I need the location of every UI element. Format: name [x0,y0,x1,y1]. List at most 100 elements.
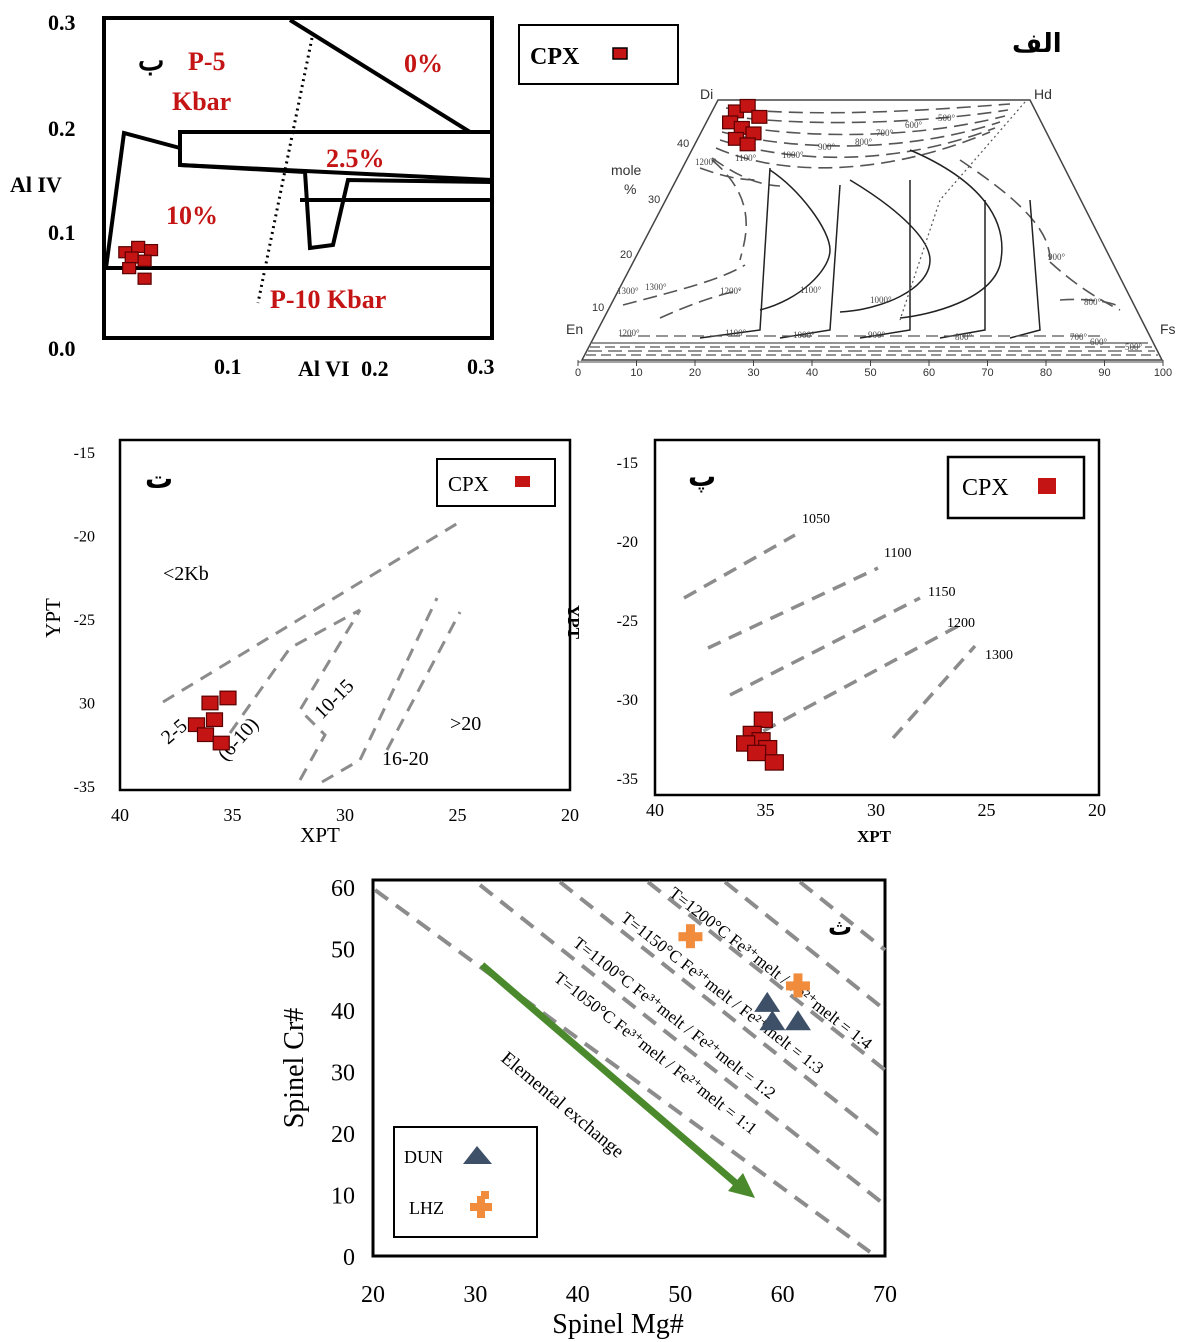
tick-label: -25 [74,612,95,629]
axis-label: % [624,181,636,197]
corner-label: En [566,321,583,337]
panel-letter: ث [828,914,852,941]
tick-label: 20 [361,1282,385,1308]
tick-label: 30 [747,367,759,379]
corner-label: Hd [1034,86,1052,102]
field-label: >20 [450,713,481,735]
bottom-isotherms [586,335,1158,356]
cpx-points [187,690,237,751]
dun-point [784,1010,811,1031]
cpx-point [205,712,224,728]
y-axis-label: YPT [564,605,583,640]
isotherm-label: 1200° [695,157,717,167]
cpx-points [721,98,768,152]
tick-label: 60 [331,876,355,902]
x-tick-labels: 20 30 40 50 60 70 [361,1282,897,1308]
x-axis-label: Al VI 0.2 [298,356,389,381]
y-tick-label: 30 [648,194,660,206]
isotherm-label: 700° [1070,332,1088,342]
tick-label: -30 [617,692,638,709]
isotherm-label: 800° [855,137,873,147]
solidus-lines [699,149,1041,339]
corner-label: Fs [1160,321,1176,337]
cpx-points [736,711,784,771]
tick-label: 10 [630,367,642,379]
tick-label: -35 [74,779,95,796]
tick-label: 20 [561,805,579,825]
isotherm-label: 700° [876,128,894,138]
isotherm-label: 1300° [617,286,639,296]
isotherm-label: 1100° [735,153,757,163]
y-tick-label: 0.2 [48,116,76,141]
isotherm-label: 1200° [618,328,640,338]
legend-marker-triangle-icon [463,1146,492,1164]
tick-label: 20 [689,367,701,379]
tick-label: -20 [617,534,638,551]
legend-label: CPX [448,472,489,496]
y-axis-label: Al IV [10,172,62,197]
tick-label: 40 [646,800,664,820]
legend-box [393,1126,538,1238]
tick-label: 40 [806,367,818,379]
temperature-dashed-lines [373,880,887,1254]
legend-marker [1038,478,1056,494]
tick-label: 80 [1040,367,1052,379]
isotherm-label: 600° [905,120,923,130]
x-axis-label: XPT [857,827,892,846]
cpx-point [739,137,756,152]
field-label: 2-5 [157,715,192,749]
tick-label: 30 [867,800,885,820]
tick-label: 20 [331,1122,355,1148]
x-tick-labels: 40 35 30 25 20 [111,805,579,825]
y-tick-label: 10 [592,302,604,314]
isotherm-label: 1100 [884,546,911,561]
tick-label: 10 [331,1184,355,1210]
cpx-point [739,98,756,113]
cpx-point [212,735,230,751]
field-label: 0% [404,49,443,78]
panel-letter: ت [145,463,173,494]
isotherm-dashed-lines [683,533,977,744]
tick-label: 40 [111,805,129,825]
isotherm-label: 900° [818,142,836,152]
cpx-point [753,711,773,729]
cpx-point [122,262,137,275]
tick-label: 35 [224,805,242,825]
axis-label: mole [611,162,642,178]
field-boundary-line [288,18,472,134]
isotherm-label: 1150 [928,585,955,600]
legend-marker-plus-icon [470,1196,492,1218]
x-tick-label: 0.1 [214,354,242,379]
y-tick-label: 20 [620,249,632,261]
panel-letter: ب [138,46,164,77]
field-label: P-10 Kbar [270,285,386,314]
legend-box [946,455,1086,520]
cpx-point [131,240,146,254]
cpx-point [124,251,139,264]
field-label: 16-20 [382,748,429,770]
field-boundary-line [179,163,493,251]
dotted-line [899,101,1026,321]
isotherm-label: 800° [955,332,973,342]
isotherm-label: 1300° [645,282,667,292]
cpx-point [219,690,237,706]
panel-b-chart: 0.3 0.2 0.1 0.0 Al IV 0.1 0.3 Al VI 0.2 … [10,10,495,381]
cpx-point [747,744,767,762]
tick-label: -35 [617,771,638,788]
cpx-point [751,109,768,124]
tick-label: 20 [1088,800,1106,820]
cpx-point [143,243,159,257]
y-axis-label: Spinel Cr# [279,1008,310,1129]
y-tick-labels: -15 -20 -25 30 -35 [74,445,95,796]
cpx-point [137,272,152,285]
field-label: 2.5% [326,144,385,173]
isotherm-label: 900° [868,330,886,340]
tick-label: 25 [978,800,996,820]
legend-label: CPX [530,44,580,70]
isotherm-label: 1050 [802,512,830,527]
panel-letter: الف [1012,28,1062,58]
isotherm-label: 900° [1048,252,1066,262]
y-tick-label: 40 [677,138,689,150]
